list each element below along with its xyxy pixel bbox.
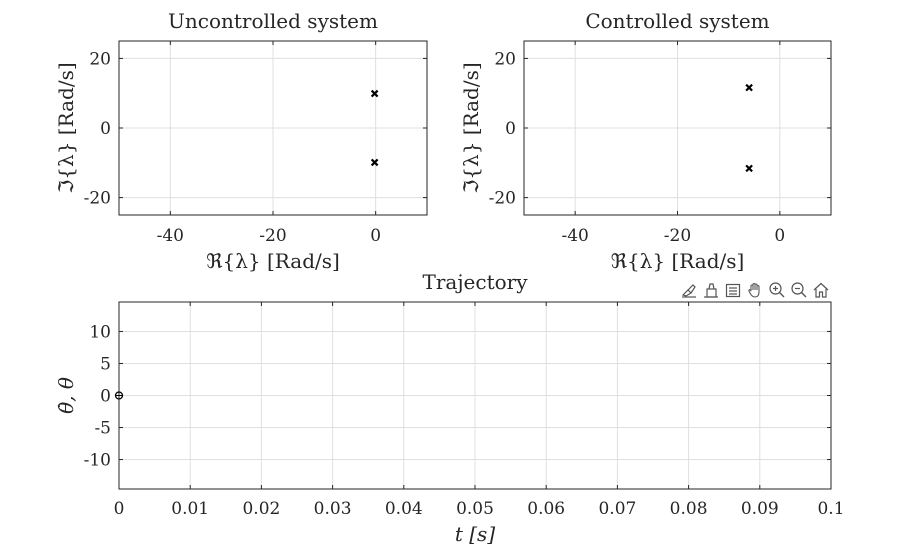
chart-1: -40 -20 0 -20 0 20 Uncontrolled system ℜ{λ} [Ra… — [54, 9, 428, 273]
y-tick-label: 0 — [100, 387, 111, 407]
x-axis-label: ℜ{λ} [Rad/s] — [611, 249, 745, 273]
y-axis-label: θ̇, θ — [54, 377, 78, 414]
x-tick-label: 0.07 — [598, 499, 636, 519]
x-tick-label: 0.06 — [527, 499, 565, 519]
zoom-in-icon[interactable] — [766, 280, 787, 301]
x-tick-label: -40 — [561, 226, 588, 246]
x-tick-label: 0.01 — [171, 499, 209, 519]
chart-title: Trajectory — [423, 270, 529, 294]
chart-2: -40 -20 0 -20 0 20 Controlled system ℜ{λ} [Rad/… — [459, 9, 832, 273]
x-tick-label: -20 — [259, 226, 286, 246]
pole-marker — [370, 158, 379, 167]
y-tick-label: -5 — [94, 419, 111, 439]
x-tick-label: 0 — [774, 226, 785, 246]
zoom-out-icon[interactable] — [788, 280, 809, 301]
chart-title: Controlled system — [585, 9, 769, 33]
y-axis-label: ℑ{λ} [Rad/s] — [459, 62, 483, 193]
x-tick-label: 0.05 — [456, 499, 494, 519]
x-tick-label: -40 — [157, 226, 184, 246]
pole-marker-stroke — [370, 158, 379, 167]
x-tick-label: 0.03 — [314, 499, 352, 519]
pole-marker — [745, 83, 753, 92]
chart-3: 0 0.01 0.02 0.03 0.04 0.05 0.06 0.07 0.08 0.09 0.1… — [54, 270, 845, 546]
x-tick-label: 0.04 — [385, 499, 423, 519]
data-tips-icon[interactable] — [700, 280, 721, 301]
y-tick-label: 0 — [505, 119, 516, 139]
pole-marker-stroke — [370, 89, 379, 98]
x-axis-label: t [s] — [455, 522, 495, 546]
axes-toolbar — [678, 279, 831, 301]
x-tick-label: 0 — [370, 226, 381, 246]
x-tick-label: -20 — [664, 226, 691, 246]
y-axis-label: ℑ{λ} [Rad/s] — [54, 62, 78, 193]
x-tick-label: 0 — [114, 499, 125, 519]
pole-marker-stroke — [745, 83, 753, 92]
x-tick-label: 0.02 — [242, 499, 280, 519]
x-tick-label: 0.09 — [741, 499, 779, 519]
x-axis-label: ℜ{λ} [Rad/s] — [206, 249, 340, 273]
brush-icon[interactable] — [678, 280, 699, 301]
pole-marker-stroke — [745, 164, 753, 173]
y-tick-label: 20 — [89, 49, 111, 69]
x-tick-label: 0.08 — [670, 499, 708, 519]
x-tick-label: 0.1 — [817, 499, 844, 519]
home-icon[interactable] — [810, 280, 831, 301]
legend-icon[interactable] — [722, 280, 743, 301]
y-tick-label: -20 — [489, 189, 516, 209]
y-tick-label: 0 — [100, 119, 111, 139]
pan-hand-icon[interactable] — [744, 280, 765, 301]
y-tick-label: -10 — [84, 451, 111, 471]
y-tick-label: -20 — [84, 189, 111, 209]
chart-title: Uncontrolled system — [168, 9, 378, 33]
y-tick-label: 20 — [494, 49, 516, 69]
y-tick-label: 5 — [100, 354, 111, 374]
pole-marker — [370, 89, 379, 98]
pole-marker — [745, 164, 753, 173]
y-tick-label: 10 — [89, 322, 111, 342]
